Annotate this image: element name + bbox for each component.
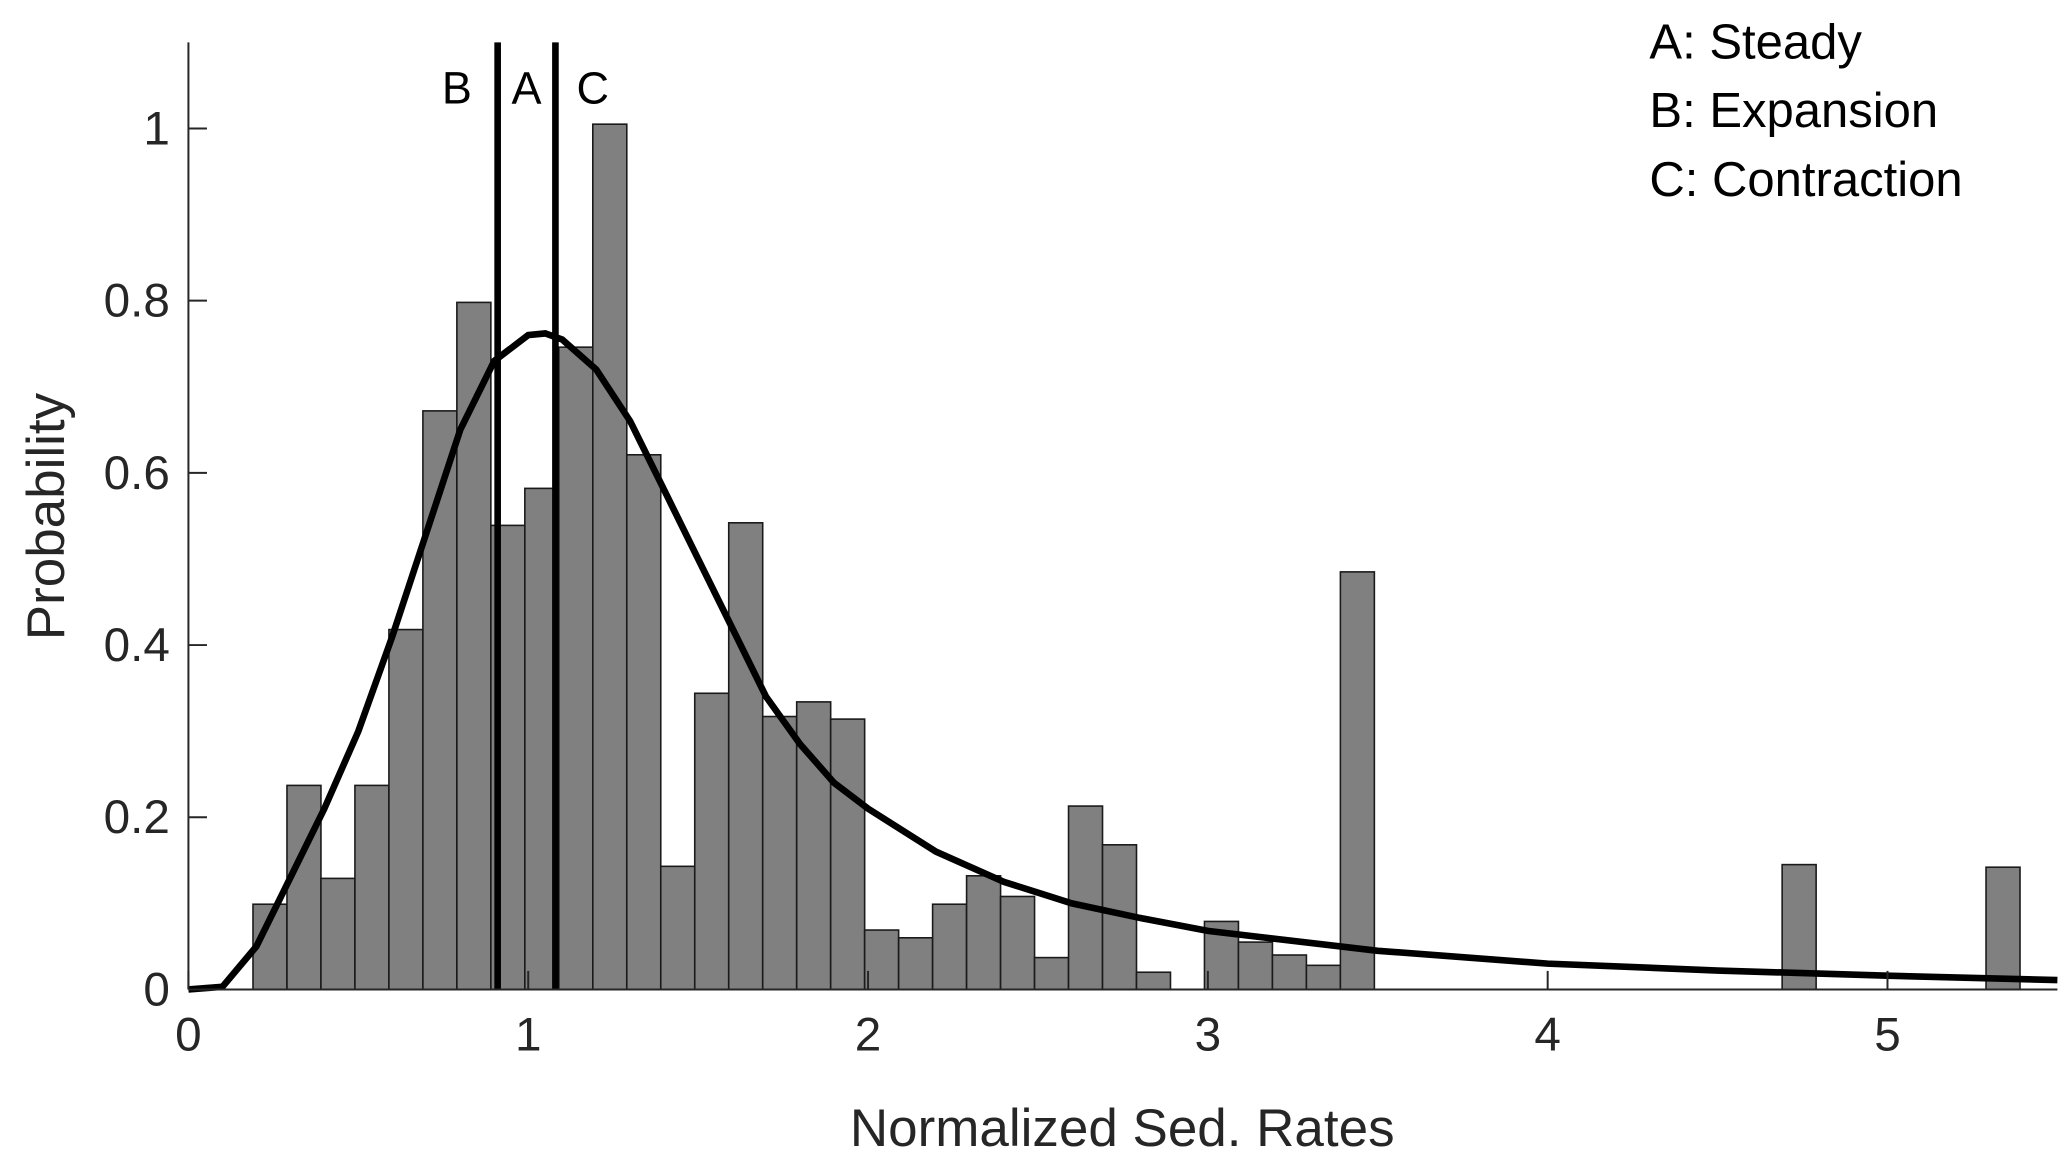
histogram-bar xyxy=(727,522,764,991)
legend-entry: B: Expansion xyxy=(1649,84,1938,138)
histogram-bar xyxy=(1339,571,1376,991)
axes xyxy=(187,42,2058,991)
bars-group xyxy=(252,123,2021,991)
histogram-bar xyxy=(863,929,900,991)
x-tick-label: 0 xyxy=(175,1008,202,1061)
histogram-bar xyxy=(1237,941,1274,991)
histogram-bar xyxy=(1985,866,2021,991)
histogram-bar xyxy=(625,453,662,991)
histogram-bar xyxy=(897,937,934,991)
y-tick-label: 0 xyxy=(143,963,170,1016)
y-tick-label: 0.8 xyxy=(104,275,170,328)
x-axis-label: Normalized Sed. Rates xyxy=(850,1099,1395,1158)
x-tick-label: 4 xyxy=(1534,1008,1561,1061)
histogram-bar xyxy=(999,895,1036,991)
histogram-bar xyxy=(1305,964,1342,991)
histogram-bar xyxy=(1135,971,1172,991)
marker-label-B: B xyxy=(442,62,472,113)
y-axis-label: Probability xyxy=(17,392,76,640)
x-tick-label: 1 xyxy=(515,1008,542,1061)
legend-entry: A: Steady xyxy=(1649,15,1862,69)
marker-label-C: C xyxy=(577,62,610,113)
y-tick-label: 1 xyxy=(143,102,170,155)
y-tick-label: 0.6 xyxy=(104,447,170,500)
histogram-bar xyxy=(354,784,390,991)
x-tick-label: 2 xyxy=(855,1008,882,1061)
histogram-bar xyxy=(388,628,424,991)
histogram-bar xyxy=(761,715,798,991)
histogram-bar xyxy=(422,410,458,991)
histogram-bar xyxy=(965,875,1002,991)
vertical-lines xyxy=(494,42,559,990)
histogram-bar xyxy=(558,346,594,991)
fit-curve xyxy=(188,330,2058,993)
tick-labels: 0 1 2 3 4 5 0 0.2 0.4 0.6 0.8 1 xyxy=(104,102,1901,1061)
legend: A: Steady B: Expansion C: Contraction xyxy=(1649,15,1962,207)
x-tick-label: 5 xyxy=(1874,1008,1901,1061)
y-tick-label: 0.4 xyxy=(104,619,170,672)
histogram-bar xyxy=(592,123,628,991)
histogram-bar xyxy=(693,692,730,991)
histogram-bar xyxy=(931,903,968,991)
histogram-bar xyxy=(829,718,866,991)
histogram-bar xyxy=(1033,956,1070,991)
histogram-bar xyxy=(659,865,696,991)
legend-entry: C: Contraction xyxy=(1649,153,1962,207)
y-tick-label: 0.2 xyxy=(104,791,170,844)
histogram-bar xyxy=(320,877,356,991)
histogram-bar xyxy=(286,784,322,991)
histogram-bar xyxy=(1271,954,1308,991)
x-tick-label: 3 xyxy=(1195,1008,1222,1061)
histogram-bar xyxy=(1067,805,1104,991)
marker-label-A: A xyxy=(512,62,542,113)
